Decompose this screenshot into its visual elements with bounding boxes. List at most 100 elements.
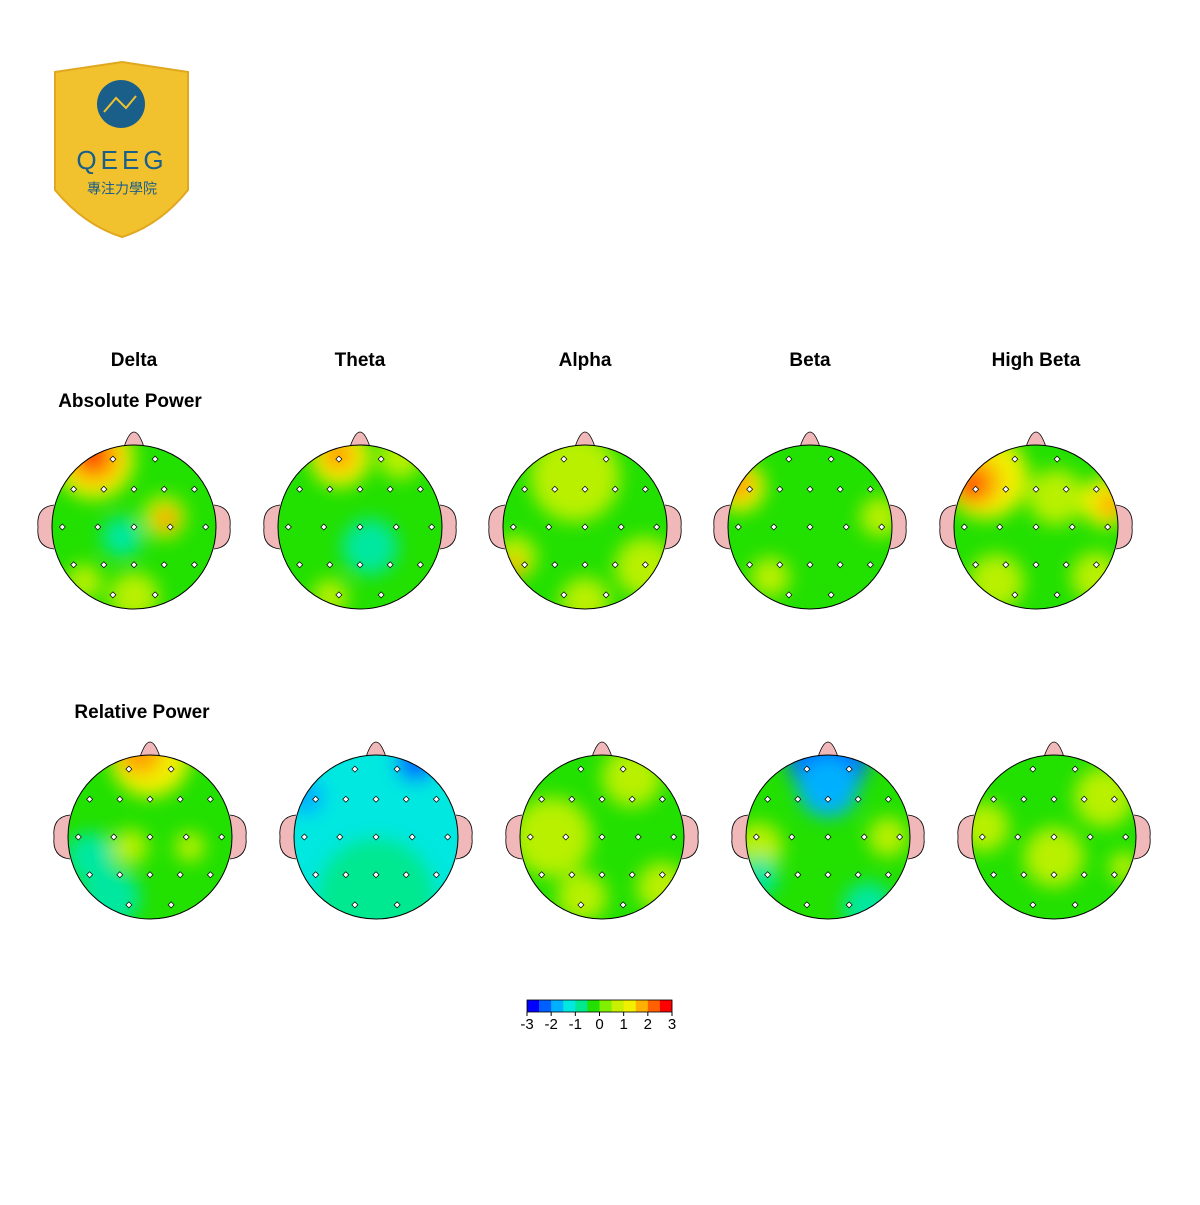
ear [37, 504, 55, 550]
electrode [785, 455, 793, 463]
head-map [505, 741, 699, 920]
electrode [151, 455, 159, 463]
electrode [619, 765, 627, 773]
head-outline [953, 444, 1119, 610]
electrode [151, 591, 159, 599]
electrode [996, 523, 1004, 531]
electrode [770, 523, 778, 531]
heat-blob [560, 577, 610, 609]
electrode [827, 591, 835, 599]
band-title: Alpha [559, 350, 612, 371]
electrode [432, 795, 440, 803]
electrode [884, 795, 892, 803]
colorbar: -3 -2 -1 0 1 2 3 [520, 999, 676, 1033]
colorbar-swatch [527, 1000, 540, 1012]
electrode [854, 871, 862, 879]
electrode [372, 795, 380, 803]
head-map [731, 741, 925, 920]
electrode [1020, 795, 1028, 803]
electrode [972, 561, 980, 569]
electrode [109, 455, 117, 463]
electrode [377, 455, 385, 463]
ear [664, 504, 682, 550]
electrode [296, 485, 304, 493]
colorbar-swatch [635, 1000, 649, 1012]
electrode [125, 765, 133, 773]
electrode [628, 795, 636, 803]
band-title: Theta [335, 350, 386, 371]
colorbar-swatch [539, 1000, 552, 1012]
nose [365, 741, 387, 758]
ear [505, 814, 523, 860]
electrode [824, 795, 832, 803]
electrode [788, 833, 796, 841]
logo-shield [54, 60, 189, 239]
electrode [641, 485, 649, 493]
colorbar-swatch [575, 1000, 588, 1012]
nose [139, 741, 161, 758]
heat-blob [746, 857, 778, 897]
heat-blob [294, 779, 324, 815]
blob-layer [746, 755, 908, 919]
electrode [326, 561, 334, 569]
electrode [1068, 523, 1076, 531]
electrode [356, 523, 364, 531]
band-title: Beta [789, 350, 831, 371]
electrode [176, 871, 184, 879]
electrode [836, 561, 844, 569]
electrode [356, 561, 364, 569]
electrode [146, 833, 154, 841]
ear [455, 814, 473, 860]
electrode [794, 871, 802, 879]
nose [123, 431, 145, 448]
ear [731, 814, 749, 860]
electrode [444, 833, 452, 841]
ear [439, 504, 457, 550]
heat-blob [109, 572, 159, 609]
electrode [1011, 591, 1019, 599]
colorbar-swatch [647, 1000, 661, 1012]
electrode [560, 455, 568, 463]
electrode [509, 523, 517, 531]
colorbar-tick-label: 2 [644, 1016, 652, 1033]
electrode [393, 765, 401, 773]
heat-blobs [294, 755, 458, 919]
electrode [860, 833, 868, 841]
electrode [526, 833, 534, 841]
heat-blob [750, 557, 790, 597]
electrode [190, 561, 198, 569]
electrode [785, 591, 793, 599]
colorbar-tick-label: 3 [668, 1016, 676, 1033]
heat-blobs [746, 755, 908, 919]
heat-blob [798, 757, 858, 817]
head-outline [745, 754, 911, 920]
heat-blob [520, 797, 592, 877]
nose [574, 431, 596, 448]
electrode [1053, 591, 1061, 599]
electrode [166, 523, 174, 531]
ear [213, 504, 231, 550]
electrode [806, 523, 814, 531]
logo-subtitle: 專注力學院 [87, 181, 157, 197]
electrode [335, 591, 343, 599]
ear [488, 504, 506, 550]
row-label: Relative Power [74, 702, 210, 723]
colorbar-swatch [659, 1000, 673, 1012]
electrode [776, 485, 784, 493]
electrode [110, 833, 118, 841]
electrode [803, 765, 811, 773]
electrode [1062, 561, 1070, 569]
ear [263, 504, 281, 550]
electrode [320, 523, 328, 531]
ear [939, 504, 957, 550]
nose [591, 741, 613, 758]
head-map [488, 431, 682, 610]
electrode [130, 561, 138, 569]
electrode [842, 523, 850, 531]
electrode [86, 871, 94, 879]
electrode [521, 485, 529, 493]
electrode [658, 871, 666, 879]
electrode [581, 485, 589, 493]
electrode [602, 591, 610, 599]
electrode [70, 561, 78, 569]
